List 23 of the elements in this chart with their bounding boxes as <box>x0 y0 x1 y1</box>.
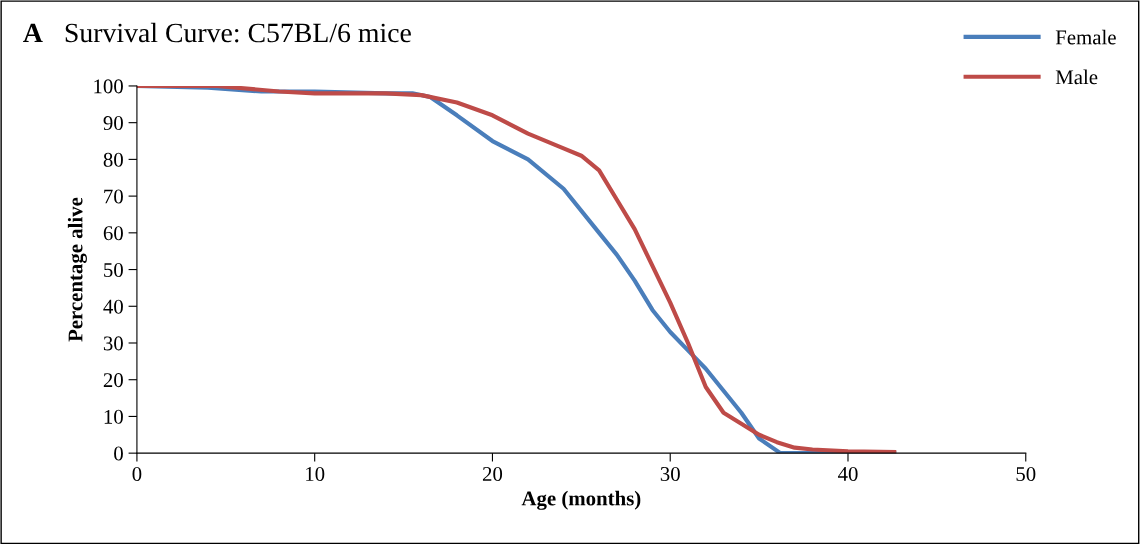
y-tick-label: 0 <box>114 446 123 461</box>
x-tick-label: 20 <box>482 466 503 482</box>
y-tick-label: 10 <box>104 409 123 424</box>
x-tick-label: 10 <box>306 466 325 482</box>
y-tick-label: 50 <box>104 262 123 277</box>
y-tick-label: 20 <box>103 373 123 388</box>
y-tick-label: 40 <box>103 299 123 314</box>
y-tick-label: 30 <box>103 336 123 351</box>
y-tick-label: 90 <box>103 116 123 131</box>
chart-title: Survival Curve: C57BL/6 mice <box>65 22 411 43</box>
y-tick-label: 80 <box>103 152 123 167</box>
y-tick-label: 100 <box>94 79 123 94</box>
legend-label: Male <box>1055 69 1098 85</box>
y-tick-label: 60 <box>103 226 123 241</box>
x-tick-label: 50 <box>1016 466 1036 482</box>
y-tick-label: 70 <box>104 189 123 204</box>
x-tick-label: 30 <box>660 466 680 482</box>
x-tick-label: 0 <box>132 466 142 482</box>
text: A <box>23 23 43 43</box>
y-axis-title: Percentage alive <box>67 197 87 342</box>
legend-label: Female <box>1055 29 1116 45</box>
x-axis-title: Age (months) <box>521 490 641 510</box>
x-tick-label: 40 <box>837 466 858 482</box>
